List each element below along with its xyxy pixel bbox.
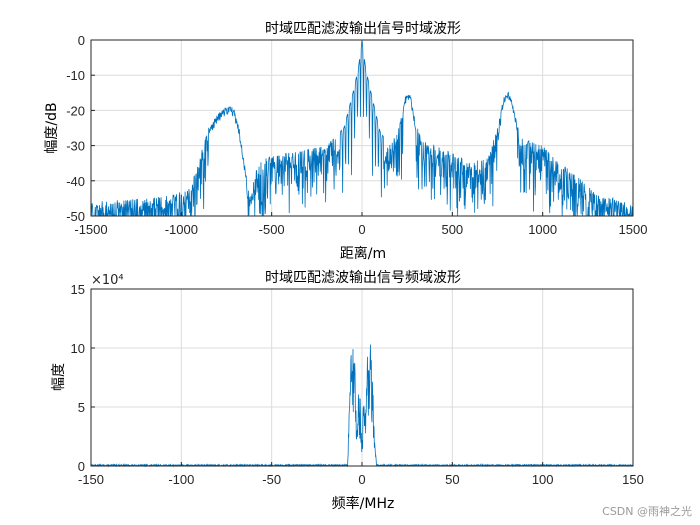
x-tick-label: 100 xyxy=(532,472,554,487)
y-tick-label: 5 xyxy=(78,400,85,415)
frequency-domain-title: 时域匹配滤波输出信号频域波形 xyxy=(265,270,461,286)
frequency-domain-ylabel: 幅度 xyxy=(51,363,67,391)
x-tick-label: -1000 xyxy=(165,222,198,237)
y-tick-label: 0 xyxy=(78,33,85,48)
y-tick-label: -20 xyxy=(66,103,85,118)
x-tick-label: -50 xyxy=(262,472,281,487)
x-tick-label: 1000 xyxy=(528,222,557,237)
x-tick-label: 1500 xyxy=(619,222,648,237)
y-tick-label: 0 xyxy=(78,459,85,474)
watermark-text: CSDN @雨神之光 xyxy=(602,505,692,518)
x-tick-label: 50 xyxy=(445,472,459,487)
y-tick-label: -40 xyxy=(66,174,85,189)
frequency-domain-xlabel: 频率/MHz xyxy=(332,495,395,512)
frequency-domain-plot: 时域匹配滤波输出信号频域波形 ×10⁴ 频率/MHz 幅度 -150 -100 -5… xyxy=(51,270,644,512)
time-domain-axes-box xyxy=(90,39,634,217)
y-tick-label: -50 xyxy=(66,209,85,224)
x-tick-label: -100 xyxy=(168,472,194,487)
frequency-domain-exponent: ×10⁴ xyxy=(91,273,124,288)
y-tick-label: 15 xyxy=(71,282,85,297)
y-tick-label: 10 xyxy=(71,341,85,356)
time-domain-ylabel: 幅度/dB xyxy=(44,102,60,153)
x-tick-label: -500 xyxy=(259,222,285,237)
time-domain-title: 时域匹配滤波输出信号时域波形 xyxy=(265,21,461,37)
x-tick-label: 0 xyxy=(358,222,365,237)
time-domain-plot: 时域匹配滤波输出信号时域波形 距离/m 幅度/dB -1500 -1000 -500… xyxy=(44,21,647,262)
frequency-domain-ticks: -150 -100 -50 0 50 100 150 0 5 10 15 xyxy=(71,282,644,487)
time-domain-xlabel: 距离/m xyxy=(340,245,386,262)
frequency-domain-grid xyxy=(90,288,634,467)
y-tick-label: -30 xyxy=(66,139,85,154)
x-tick-label: -150 xyxy=(78,472,104,487)
x-tick-label: 0 xyxy=(358,472,365,487)
x-tick-label: 150 xyxy=(622,472,644,487)
x-tick-label: -1500 xyxy=(74,222,107,237)
x-tick-label: 500 xyxy=(441,222,463,237)
y-tick-label: -10 xyxy=(66,68,85,83)
frequency-domain-axes-box xyxy=(90,288,634,467)
time-domain-ticks: -1500 -1000 -500 0 500 1000 1500 0 -10 -20 -30 -40 -… xyxy=(66,33,647,237)
